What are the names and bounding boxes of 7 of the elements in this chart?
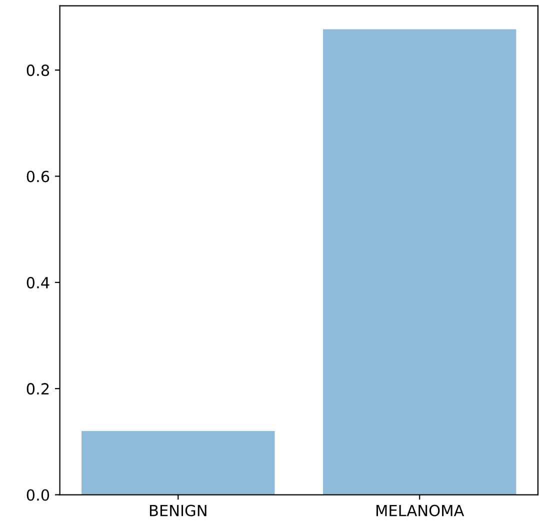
x-tick-label: MELANOMA [376,504,464,516]
y-tick-label: 0.4 [26,276,50,288]
y-tick-label: 0.2 [26,383,49,395]
x-tick-label: BENIGN [150,504,206,516]
y-tick-label: 0.0 [26,489,50,501]
y-tick-label: 0.8 [26,64,50,76]
y-tick-label: 0.6 [26,170,50,182]
